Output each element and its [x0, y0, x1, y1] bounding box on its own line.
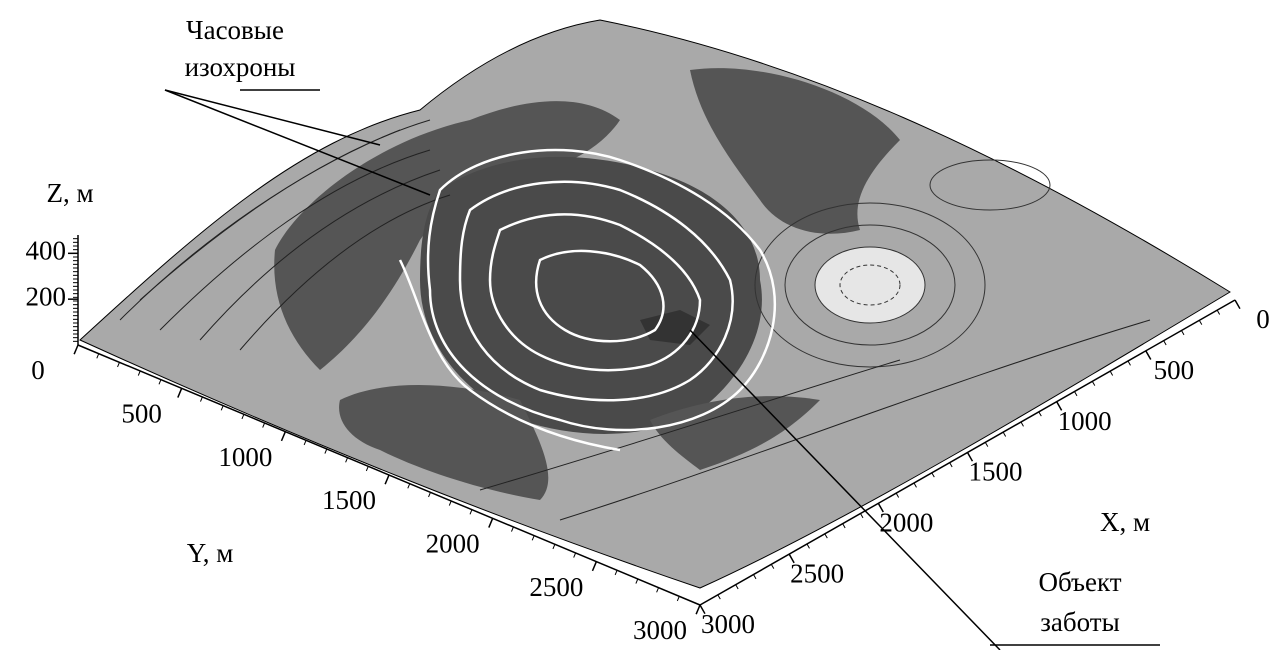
- minor-tick: [718, 595, 720, 599]
- x-tick: [1146, 351, 1151, 360]
- minor-tick: [615, 570, 617, 575]
- minor-tick: [1039, 412, 1041, 416]
- minor-tick: [325, 449, 327, 454]
- annotation: заботы: [1040, 607, 1119, 637]
- minor-tick: [807, 544, 809, 548]
- minor-tick: [138, 371, 140, 376]
- x-tick: [1235, 300, 1240, 309]
- minor-tick: [366, 466, 368, 471]
- minor-tick: [985, 442, 987, 446]
- y-tick: [281, 432, 285, 441]
- minor-tick: [574, 553, 576, 558]
- minor-tick: [1021, 422, 1023, 426]
- minor-tick: [159, 380, 161, 385]
- y-tick-label: 3000: [633, 615, 687, 645]
- minor-tick: [677, 596, 679, 601]
- minor-tick: [242, 414, 244, 419]
- minor-tick: [1092, 381, 1094, 385]
- minor-tick: [200, 397, 202, 402]
- minor-tick: [263, 423, 265, 428]
- y-tick: [74, 345, 78, 354]
- minor-tick: [532, 536, 534, 541]
- y-tick-label: 2000: [426, 529, 480, 559]
- minor-tick: [304, 440, 306, 445]
- annotation: Часовые: [186, 15, 284, 45]
- minor-tick: [636, 579, 638, 584]
- y-tick: [385, 475, 389, 484]
- minor-tick: [843, 524, 845, 528]
- y-tick: [178, 388, 182, 397]
- minor-tick: [408, 484, 410, 489]
- y-axis-label: Y, м: [187, 538, 234, 568]
- z-axis-label: Z, м: [46, 178, 93, 208]
- minor-tick: [470, 510, 472, 515]
- minor-tick: [118, 362, 120, 367]
- y-tick-label: 1500: [322, 485, 376, 515]
- minor-tick: [896, 493, 898, 497]
- minor-tick: [1217, 310, 1219, 314]
- x-tick-label: 2500: [790, 558, 844, 588]
- y-tick: [696, 605, 700, 614]
- minor-tick: [861, 514, 863, 518]
- minor-tick: [754, 575, 756, 579]
- minor-tick: [1164, 341, 1166, 345]
- minor-tick: [771, 564, 773, 568]
- x-tick-label: 2000: [879, 508, 933, 538]
- chart: 0 500 1000 1500 2000 2500 3000 0 500 1000 1500 2000…: [0, 0, 1270, 650]
- minor-tick: [736, 585, 738, 589]
- x-tick-label: 500: [1154, 355, 1195, 385]
- z-tick-label: 400: [26, 236, 67, 266]
- x-axis-label: X, м: [1100, 507, 1150, 537]
- x-tick-label: 0: [1256, 304, 1270, 334]
- x-tick-label: 1000: [1058, 406, 1112, 436]
- y-tick: [592, 562, 596, 571]
- minor-tick: [1075, 392, 1077, 396]
- minor-tick: [97, 354, 99, 359]
- minor-tick: [657, 588, 659, 593]
- minor-tick: [1003, 432, 1005, 436]
- minor-tick: [1110, 371, 1112, 375]
- minor-tick: [553, 544, 555, 549]
- y-tick-label: 0: [31, 355, 45, 385]
- minor-tick: [950, 463, 952, 467]
- y-tick: [489, 518, 493, 527]
- z-tick-label: 200: [26, 281, 67, 311]
- minor-tick: [429, 492, 431, 497]
- x-tick-label: 1500: [969, 457, 1023, 487]
- minor-tick: [1199, 320, 1201, 324]
- minor-tick: [914, 483, 916, 487]
- minor-tick: [1128, 361, 1130, 365]
- surface: [80, 20, 1230, 588]
- minor-tick: [511, 527, 513, 532]
- y-tick-label: 500: [121, 399, 162, 429]
- y-tick-label: 1000: [218, 442, 272, 472]
- minor-tick: [346, 458, 348, 463]
- minor-tick: [1182, 331, 1184, 335]
- annotation: изохроны: [185, 52, 296, 82]
- annotation: Объект: [1038, 567, 1121, 597]
- minor-tick: [449, 501, 451, 506]
- x-tick-label: 3000: [701, 609, 755, 639]
- minor-tick: [932, 473, 934, 477]
- y-tick-label: 2500: [529, 572, 583, 602]
- minor-tick: [825, 534, 827, 538]
- minor-tick: [221, 406, 223, 411]
